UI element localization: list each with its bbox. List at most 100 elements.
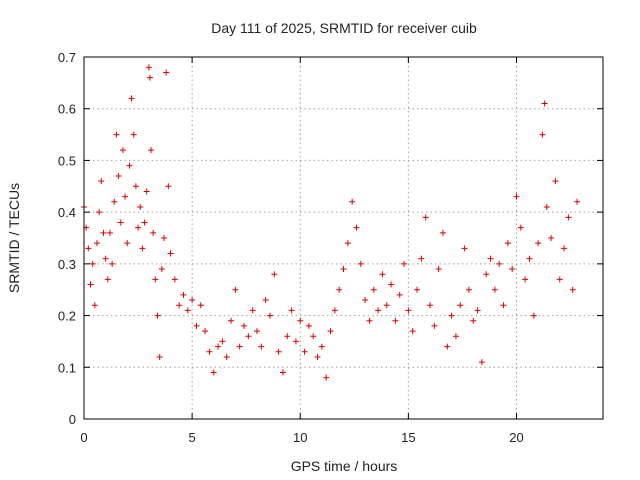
data-point (228, 317, 235, 324)
data-point (396, 291, 403, 298)
data-point (85, 245, 92, 252)
data-point (106, 229, 113, 236)
data-point (150, 229, 157, 236)
y-tick-label: 0.4 (58, 205, 76, 220)
data-point (111, 198, 118, 205)
data-point (561, 245, 568, 252)
data-point (431, 322, 438, 329)
data-point (310, 333, 317, 340)
grid-lines (84, 57, 603, 419)
y-axis-label: SRMTID / TECUs (6, 183, 22, 293)
data-point (362, 297, 369, 304)
data-point (465, 286, 472, 293)
data-point (104, 276, 111, 283)
data-point (292, 338, 299, 345)
data-point (383, 302, 390, 309)
data-point (448, 312, 455, 319)
x-tick-label: 15 (401, 430, 415, 445)
data-point (535, 240, 542, 247)
data-point (117, 219, 124, 226)
data-point (305, 322, 312, 329)
data-point (414, 286, 421, 293)
data-point (128, 95, 135, 102)
data-point (470, 317, 477, 324)
data-point (87, 281, 94, 288)
data-point (193, 322, 200, 329)
data-point (548, 235, 555, 241)
data-point (165, 183, 172, 190)
data-point (439, 229, 446, 236)
data-point (210, 369, 217, 376)
data-point (483, 271, 490, 278)
data-point (500, 302, 507, 309)
data-point (288, 307, 295, 314)
data-point (422, 214, 429, 221)
data-point (206, 348, 213, 355)
data-point (232, 286, 239, 293)
x-tick-label: 0 (80, 430, 87, 445)
data-point (392, 317, 399, 324)
data-point (379, 271, 386, 278)
data-point (543, 203, 550, 210)
y-tick-label: 0.5 (58, 153, 76, 168)
data-point (109, 260, 116, 267)
data-point (139, 245, 146, 252)
data-point (245, 333, 252, 340)
data-point (96, 209, 103, 216)
data-point (126, 162, 133, 169)
tick-labels: 0 0.1 0.2 0.3 0.4 0.5 0.6 0.7 0 5 10 15 20 (58, 50, 524, 445)
data-point (236, 343, 243, 350)
data-point (141, 219, 148, 226)
data-point (167, 250, 174, 257)
data-point (202, 328, 209, 335)
data-point (102, 255, 109, 262)
x-tick-label: 5 (189, 430, 196, 445)
data-point (241, 322, 248, 329)
data-point (132, 183, 139, 190)
data-point (119, 147, 126, 154)
data-point (122, 193, 129, 200)
data-point (569, 286, 576, 293)
x-tick-label: 10 (293, 430, 307, 445)
data-point (444, 343, 451, 350)
data-point (452, 333, 459, 340)
data-point (478, 359, 485, 366)
data-point (161, 235, 168, 241)
data-point (323, 374, 330, 381)
data-point (197, 302, 204, 309)
data-point (91, 302, 98, 309)
data-point (418, 255, 425, 262)
data-point (98, 178, 105, 185)
data-point (552, 178, 559, 185)
data-point (318, 343, 325, 350)
data-point (189, 297, 196, 304)
data-point (171, 276, 178, 283)
data-point (301, 348, 308, 355)
data-point (435, 266, 442, 273)
data-point (89, 260, 96, 267)
y-tick-label: 0.7 (58, 50, 76, 65)
data-point (353, 224, 360, 231)
data-point (154, 312, 161, 319)
data-point (262, 297, 269, 304)
data-point (370, 286, 377, 293)
data-point (504, 240, 511, 247)
data-point (556, 276, 563, 283)
data-point (336, 286, 343, 293)
x-tick-label: 20 (509, 430, 523, 445)
data-point (93, 240, 100, 247)
data-point (474, 307, 481, 314)
data-points (81, 64, 581, 381)
data-point (254, 328, 260, 335)
data-point (314, 353, 321, 360)
data-point (401, 260, 408, 267)
data-point (279, 369, 286, 376)
data-point (137, 203, 144, 210)
data-point (266, 312, 273, 319)
y-tick-label: 0.6 (58, 102, 76, 117)
data-point (271, 271, 278, 278)
plot-frame (83, 56, 604, 420)
data-point (366, 317, 373, 324)
data-point (539, 131, 546, 138)
data-point (405, 307, 412, 314)
